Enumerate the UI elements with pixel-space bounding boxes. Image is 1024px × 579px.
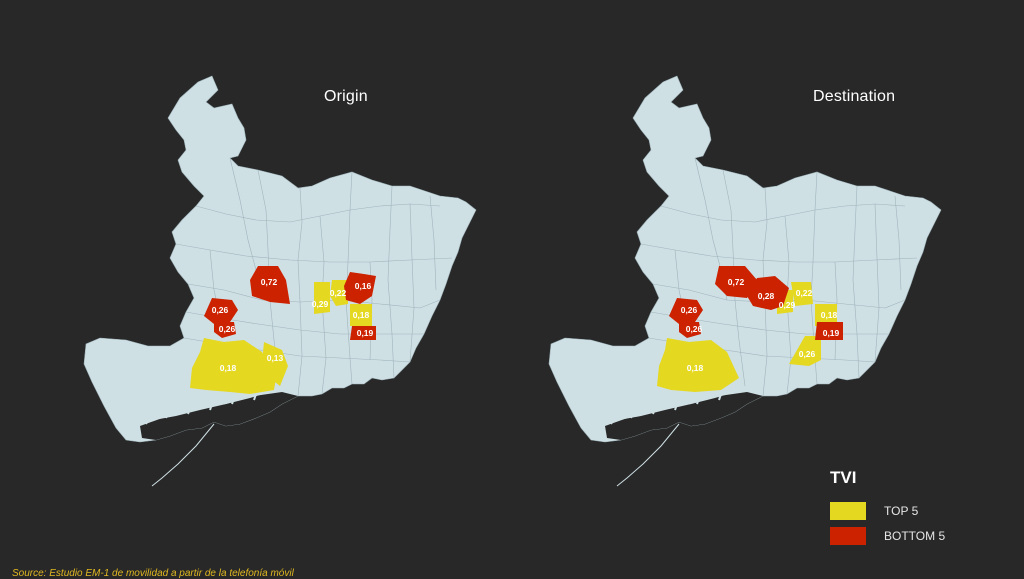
area-shape [815, 322, 843, 340]
value-label-bottom: 0,26 [681, 305, 698, 315]
origin-map: 0,72 0,16 0,26 0,26 0,19 0,22 0,29 0,18 … [83, 75, 477, 487]
legend-item-top5: TOP 5 [830, 498, 945, 523]
value-labels: 0,72 0,16 0,26 0,26 0,19 0,22 0,29 0,18 … [212, 277, 374, 373]
value-label-bottom: 0,19 [357, 328, 374, 338]
value-label-top: 0,29 [779, 300, 796, 310]
value-label-top: 0,22 [796, 288, 813, 298]
bottom5-areas [669, 266, 843, 340]
area-shape [250, 266, 290, 304]
area-shape [715, 266, 757, 298]
area-shape [657, 338, 739, 392]
value-label-bottom: 0,26 [212, 305, 229, 315]
legend-swatch-red [830, 526, 866, 545]
value-label-top: 0,22 [330, 288, 347, 298]
value-label-top: 0,18 [220, 363, 237, 373]
legend-label: BOTTOM 5 [884, 528, 946, 543]
area-shape [350, 304, 372, 326]
value-label-top: 0,13 [267, 353, 284, 363]
value-label-bottom: 0,26 [686, 324, 703, 334]
area-shape [679, 322, 701, 338]
bottom5-areas [204, 266, 376, 340]
area-shape [747, 276, 789, 310]
value-label-bottom: 0,72 [728, 277, 745, 287]
area-shape [214, 322, 236, 338]
value-label-bottom: 0,16 [355, 281, 372, 291]
legend-title: TVI [830, 468, 857, 487]
destination-map: 0,72 0,28 0,26 0,26 0,19 0,22 0,29 0,18 … [548, 75, 942, 487]
destination-map-title: Destination [813, 88, 896, 105]
area-shape [190, 338, 276, 394]
legend-swatch-yellow [830, 501, 866, 520]
value-label-top: 0,26 [799, 349, 816, 359]
value-label-bottom: 0,72 [261, 277, 278, 287]
area-shape [262, 342, 288, 386]
value-labels: 0,72 0,28 0,26 0,26 0,19 0,22 0,29 0,18 … [681, 277, 840, 373]
area-shape [789, 336, 821, 366]
value-label-top: 0,18 [821, 310, 838, 320]
area-shape [314, 282, 330, 314]
value-label-bottom: 0,19 [823, 328, 840, 338]
origin-map-title: Origin [324, 88, 368, 105]
area-shape [204, 298, 238, 324]
value-label-top: 0,18 [353, 310, 370, 320]
value-label-top: 0,29 [312, 299, 329, 309]
source-note: Source: Estudio EM-1 de movilidad a part… [12, 568, 294, 579]
top5-areas [190, 280, 372, 394]
value-label-top: 0,18 [687, 363, 704, 373]
area-shape [330, 280, 348, 306]
value-label-bottom: 0,28 [758, 291, 775, 301]
legend-item-bottom5: BOTTOM 5 [830, 523, 945, 548]
legend-label: TOP 5 [884, 503, 919, 518]
legend: TVI TOP 5 BOTTOM 5 [830, 468, 945, 548]
value-label-bottom: 0,26 [219, 324, 236, 334]
area-shape [669, 298, 703, 324]
area-shape [815, 304, 837, 326]
area-shape [350, 326, 376, 340]
area-shape [344, 272, 376, 304]
area-shape [791, 282, 813, 306]
